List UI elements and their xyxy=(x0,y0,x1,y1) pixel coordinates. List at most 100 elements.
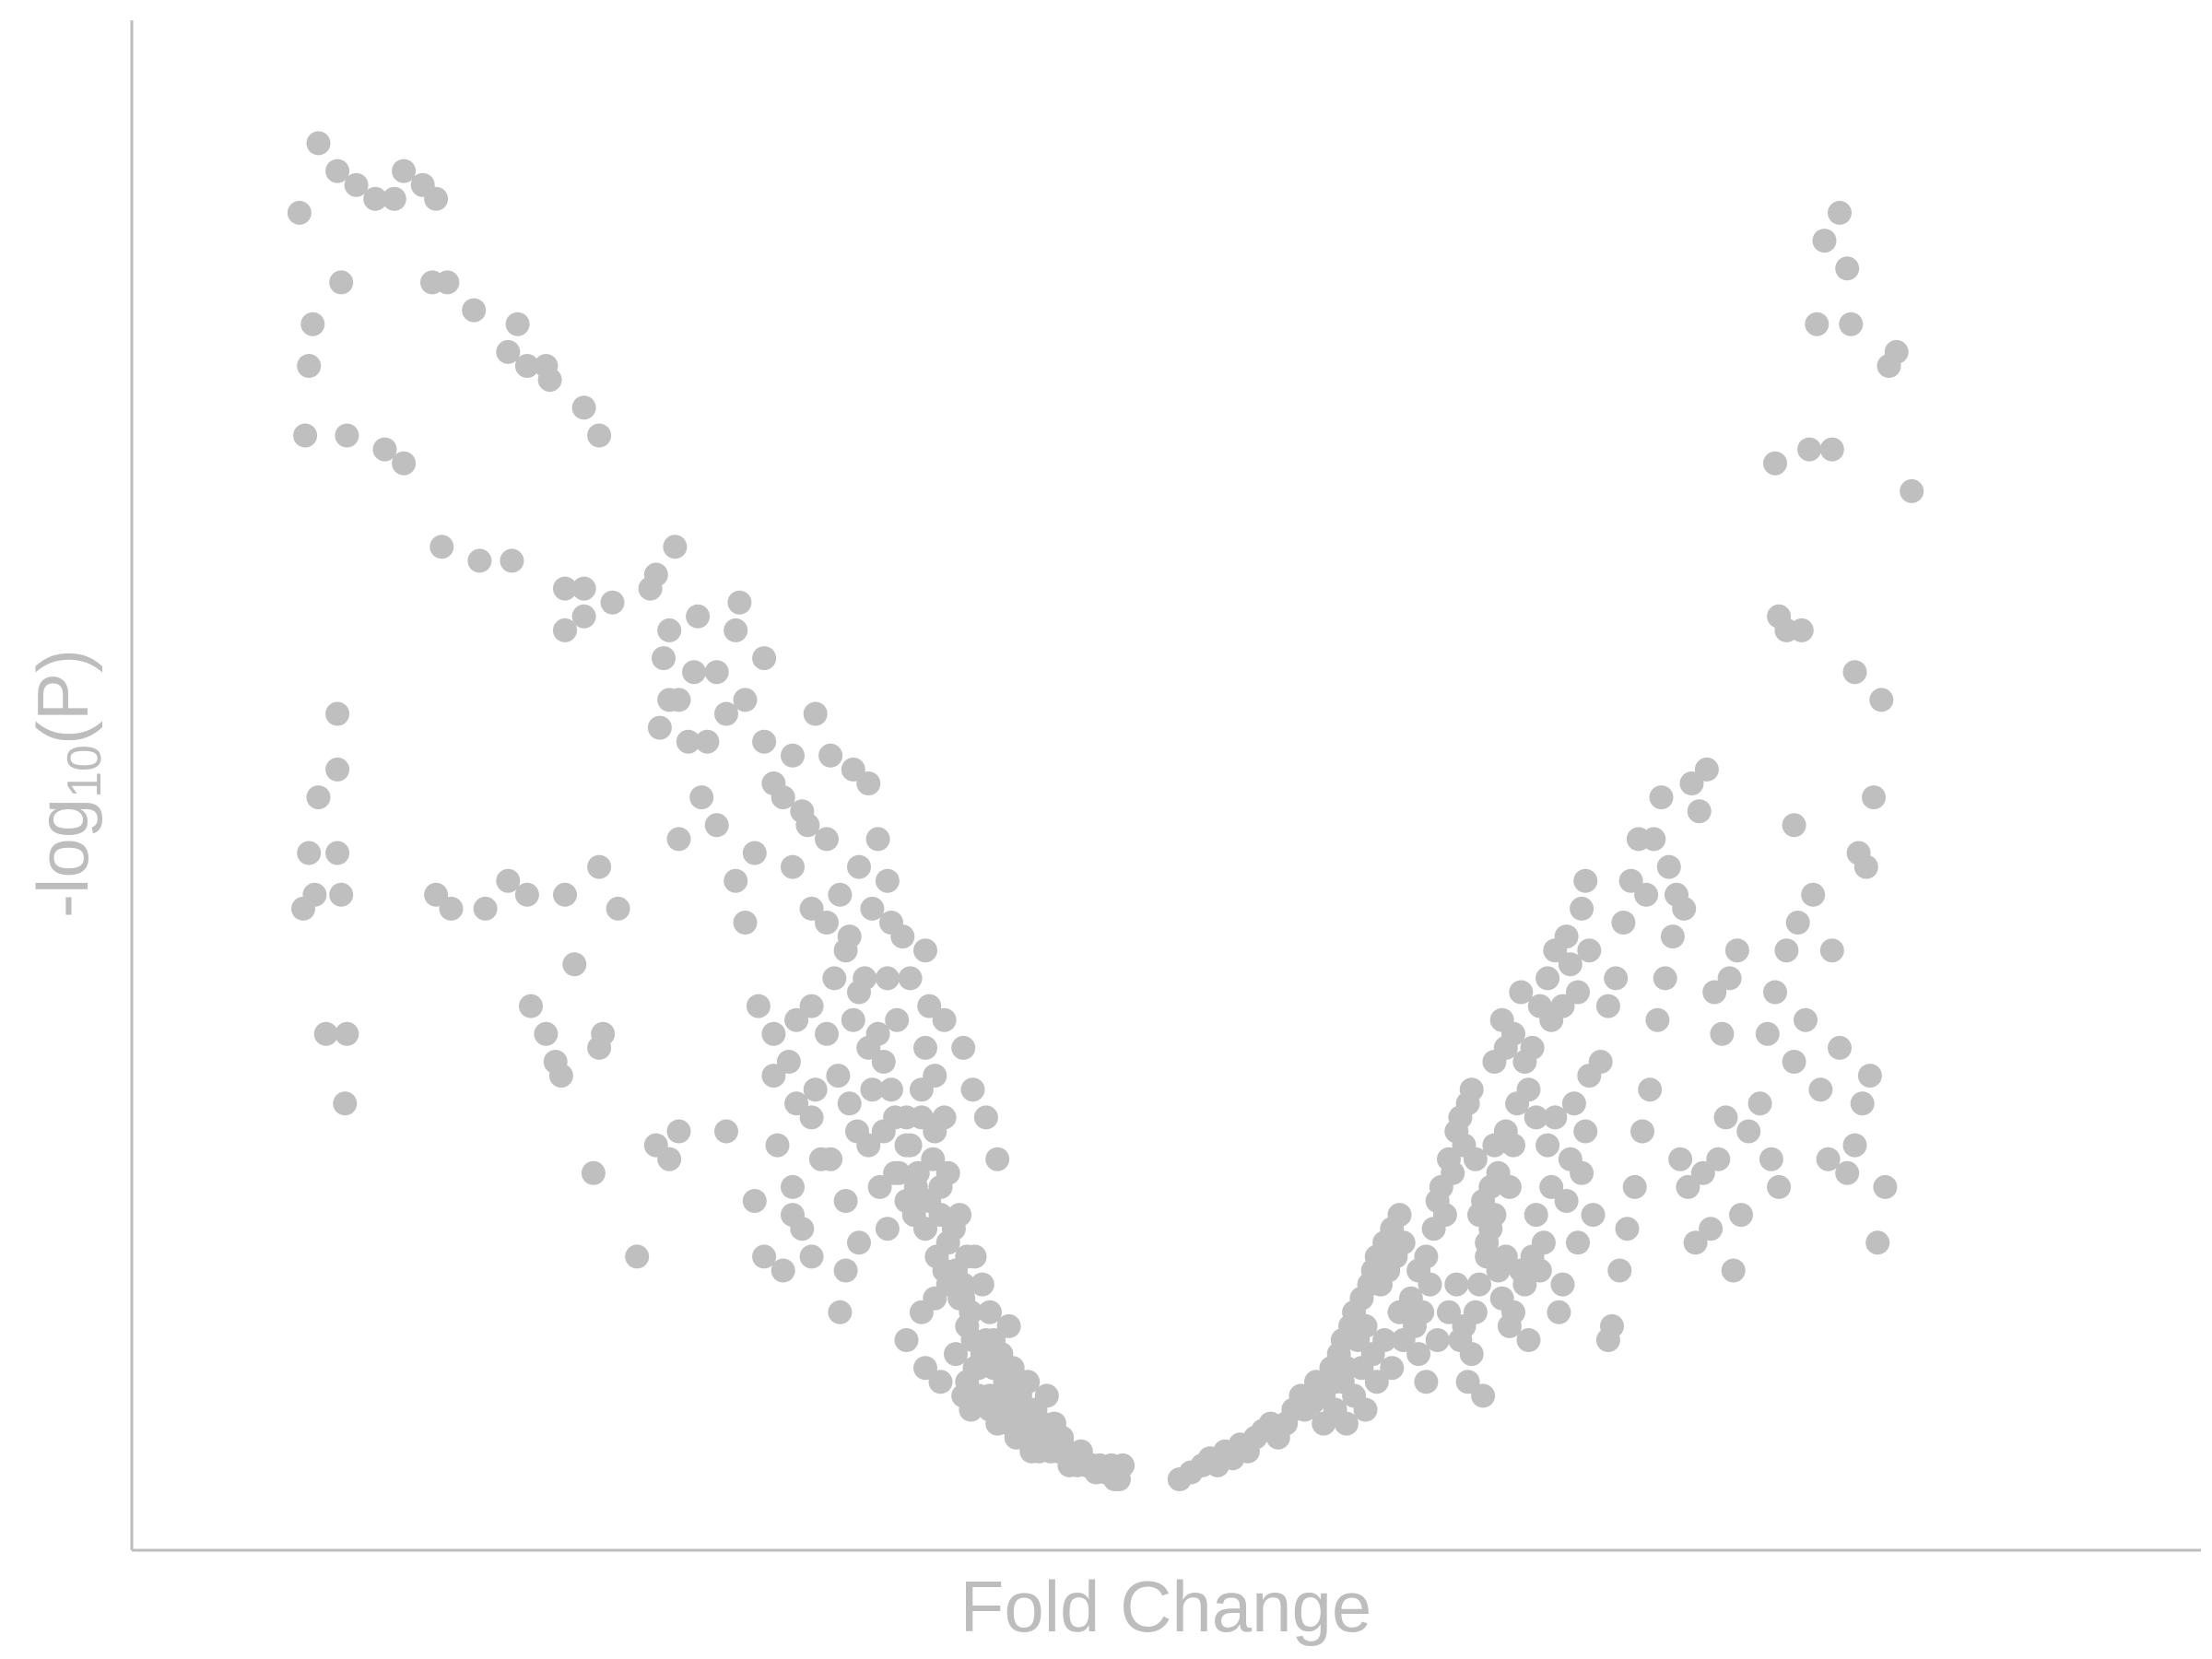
data-point xyxy=(1554,1189,1579,1213)
data-point xyxy=(1747,1091,1772,1116)
data-point xyxy=(1721,1258,1746,1283)
y-axis-title-suffix: (P) xyxy=(22,649,103,745)
data-point xyxy=(826,1064,851,1088)
data-point xyxy=(875,868,900,893)
data-point xyxy=(1334,1411,1359,1436)
data-point xyxy=(1441,1160,1465,1185)
data-point xyxy=(1656,854,1681,879)
data-point xyxy=(1763,980,1787,1005)
data-point xyxy=(913,1356,937,1381)
data-point xyxy=(1459,1342,1484,1367)
data-point xyxy=(932,1007,957,1032)
data-point xyxy=(329,882,354,907)
data-point xyxy=(1455,1370,1480,1394)
data-point xyxy=(1524,1203,1548,1228)
data-point xyxy=(325,757,350,782)
data-point xyxy=(890,924,915,949)
data-point xyxy=(686,604,711,629)
data-point xyxy=(960,1077,985,1102)
data-point xyxy=(1607,1258,1632,1283)
data-point xyxy=(689,785,714,810)
data-point xyxy=(913,1217,937,1241)
data-point xyxy=(973,1328,998,1352)
data-point xyxy=(1570,1160,1594,1185)
data-point xyxy=(306,785,331,810)
data-point xyxy=(923,1286,947,1311)
data-point xyxy=(1724,938,1749,963)
data-point xyxy=(1828,1035,1852,1060)
data-point xyxy=(1611,911,1636,935)
data-point xyxy=(973,1105,998,1130)
data-point xyxy=(733,688,758,712)
data-point xyxy=(1702,980,1727,1005)
data-point xyxy=(1437,1300,1461,1324)
data-point xyxy=(894,1328,919,1352)
data-point xyxy=(587,854,612,879)
data-point xyxy=(1857,1064,1882,1088)
data-point xyxy=(818,743,843,768)
data-point xyxy=(1012,1411,1037,1436)
data-point xyxy=(682,660,706,685)
data-point xyxy=(1573,868,1598,893)
data-point xyxy=(1839,312,1864,336)
data-point xyxy=(1353,1313,1378,1338)
data-point xyxy=(1595,994,1620,1018)
data-point xyxy=(1573,1119,1598,1144)
data-point xyxy=(790,799,815,824)
y-axis-title: -log10(P) xyxy=(22,649,112,918)
data-point xyxy=(1713,1105,1738,1130)
data-point xyxy=(867,1174,892,1199)
data-point xyxy=(1641,827,1666,852)
data-point xyxy=(921,1147,946,1171)
data-point xyxy=(1516,1328,1541,1352)
data-point xyxy=(676,729,700,754)
data-point xyxy=(1668,1147,1693,1171)
data-point xyxy=(733,911,758,935)
data-point xyxy=(724,868,748,893)
data-point xyxy=(1645,1007,1670,1032)
data-point xyxy=(704,660,729,685)
data-point xyxy=(982,1356,1006,1381)
data-point xyxy=(761,771,786,795)
data-point xyxy=(799,994,824,1018)
data-point xyxy=(860,1077,885,1102)
data-point xyxy=(496,339,521,364)
data-point xyxy=(833,1258,858,1283)
data-point xyxy=(951,1286,976,1311)
data-point xyxy=(909,1105,934,1130)
data-point xyxy=(776,1050,801,1074)
data-point xyxy=(727,590,752,615)
data-point xyxy=(1634,882,1659,907)
data-point xyxy=(1558,952,1583,977)
data-point xyxy=(473,896,498,921)
data-point xyxy=(978,1300,1002,1324)
data-point xyxy=(1805,312,1830,336)
data-point xyxy=(1444,1272,1469,1297)
data-point xyxy=(822,966,847,991)
data-point xyxy=(1581,1203,1606,1228)
data-point xyxy=(917,994,942,1018)
data-point xyxy=(335,423,359,448)
data-point xyxy=(1554,924,1579,949)
data-point xyxy=(959,1397,983,1422)
data-point xyxy=(742,841,767,865)
data-point xyxy=(1418,1272,1442,1297)
data-point xyxy=(647,715,672,740)
data-point xyxy=(837,1091,862,1116)
data-point xyxy=(746,994,771,1018)
data-point xyxy=(1493,1244,1518,1269)
data-point xyxy=(625,1244,650,1269)
data-point xyxy=(553,576,577,601)
data-point xyxy=(1842,660,1867,685)
data-point xyxy=(928,1370,953,1394)
data-point xyxy=(875,1217,900,1241)
data-point xyxy=(553,882,577,907)
data-point xyxy=(1819,437,1844,462)
data-point xyxy=(372,437,397,462)
data-point xyxy=(424,882,449,907)
data-point xyxy=(951,1035,976,1060)
data-point xyxy=(666,1119,691,1144)
data-point xyxy=(1520,1035,1545,1060)
data-point xyxy=(1865,1230,1890,1255)
data-point xyxy=(885,1007,910,1032)
